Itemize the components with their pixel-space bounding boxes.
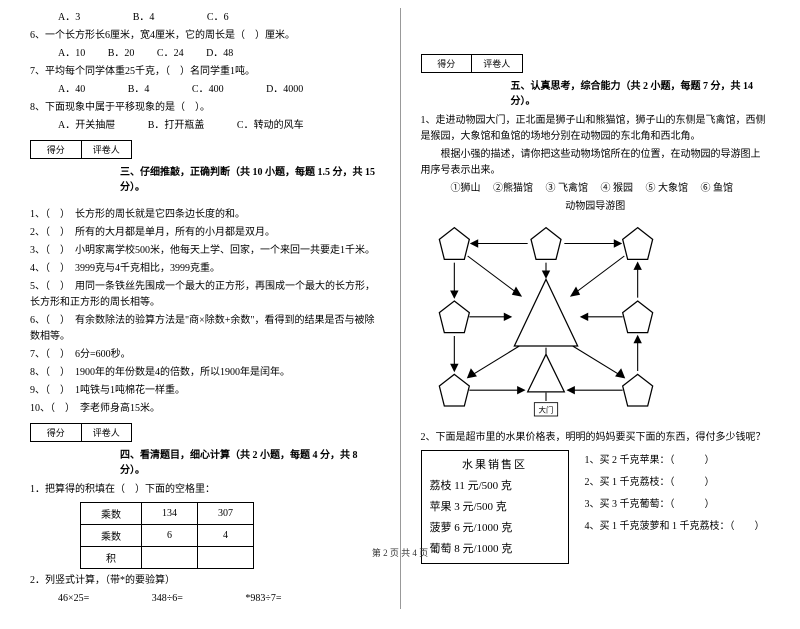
cell: 乘数 — [81, 525, 142, 547]
legend-item: ①狮山 — [451, 183, 481, 194]
legend-item: ③ 飞禽馆 — [546, 183, 589, 194]
q5-options: A．3 B．4 C．6 — [30, 10, 380, 26]
section-4-title: 四、看清题目，细心计算（共 2 小题，每题 4 分，共 8 分）。 — [30, 446, 380, 476]
cell: 乘数 — [81, 503, 142, 525]
expr: 348÷6= — [152, 593, 183, 604]
opt: C．6 — [207, 12, 229, 23]
expr: 46×25= — [58, 593, 89, 604]
calc-q2-row: 46×25= 348÷6= *983÷7= — [30, 591, 380, 607]
legend-item: ⑥ 鱼馆 — [701, 183, 734, 194]
gate-label: 大门 — [538, 405, 553, 415]
calc-q2: 2．列竖式计算，（带*的要验算） — [30, 573, 380, 589]
cell: 4 — [198, 525, 254, 547]
cell: 134 — [142, 503, 198, 525]
p1a: 1、走进动物园大门，正北面是狮子山和熊猫馆，狮子山的东侧是飞禽馆，西侧是猴园，大… — [421, 113, 771, 145]
judge-item: 7、（ ） 6分=600秒。 — [30, 347, 380, 363]
zoo-map-diagram: 大门 — [421, 221, 671, 421]
score-box-3: 得分 评卷人 — [30, 140, 132, 159]
page-container: A．3 B．4 C．6 6、一个长方形长6厘米，宽4厘米，它的周长是（ ）厘米。… — [0, 0, 800, 629]
fruit-item: 荔枝 11 元/500 克 — [430, 476, 560, 497]
score-box-4: 得分 评卷人 — [30, 423, 132, 442]
cell: 307 — [198, 503, 254, 525]
diagram-title: 动物园导游图 — [421, 199, 771, 215]
opt: C．24 — [157, 48, 184, 59]
opt: C．400 — [192, 84, 224, 95]
score-label: 得分 — [422, 55, 473, 72]
fq-item: 2、买 1 千克荔枝：（ ） — [585, 472, 765, 494]
legend-row: ①狮山 ②熊猫馆 ③ 飞禽馆 ④ 猴园 ⑤ 大象馆 ⑥ 鱼馆 — [421, 181, 771, 197]
p2: 2、下面是超市里的水果价格表，明明的妈妈要买下面的东西，得付多少钱呢？ — [421, 430, 771, 446]
fruit-title: 水果销售区 — [430, 455, 560, 476]
opt: A．开关抽屉 — [58, 120, 115, 131]
section-5-title: 五、认真思考，综合能力（共 2 小题，每题 7 分，共 14 分）。 — [421, 77, 771, 107]
legend-item: ⑤ 大象馆 — [646, 183, 689, 194]
opt: B．20 — [108, 48, 135, 59]
score-box-5: 得分 评卷人 — [421, 54, 523, 73]
judge-item: 1、（ ） 长方形的周长就是它四条边长度的和。 — [30, 207, 380, 223]
q7-options: A．40 B．4 C．400 D．4000 — [30, 82, 380, 98]
q8: 8、下面现象中属于平移现象的是（ ）。 — [30, 100, 380, 116]
cell: 6 — [142, 525, 198, 547]
q6-options: A．10 B．20 C．24 D．48 — [30, 46, 380, 62]
grader-label: 评卷人 — [82, 141, 132, 158]
opt: D．48 — [206, 48, 233, 59]
opt: B．4 — [128, 84, 150, 95]
q7: 7、平均每个同学体重25千克，（ ）名同学重1吨。 — [30, 64, 380, 80]
judge-item: 4、（ ） 3999克与4千克相比，3999克重。 — [30, 261, 380, 277]
section-3-title: 三、仔细推敲，正确判断（共 10 小题，每题 1.5 分，共 15 分）。 — [30, 163, 380, 193]
judge-item: 6、（ ） 有余数除法的验算方法是"商×除数+余数"，看得到的结果是否与被除数相… — [30, 313, 380, 345]
column-divider — [400, 8, 401, 609]
judge-item: 10、（ ） 李老师身高15米。 — [30, 401, 380, 417]
calc-q1: 1．把算得的积填在（ ）下面的空格里： — [30, 482, 380, 498]
opt: A．10 — [58, 48, 85, 59]
judge-item: 3、（ ） 小明家离学校500米，他每天上学、回家，一个来回一共要走1千米。 — [30, 243, 380, 259]
opt: A．3 — [58, 12, 80, 23]
score-label: 得分 — [31, 424, 82, 441]
opt: B．4 — [133, 12, 155, 23]
opt: D．4000 — [266, 84, 303, 95]
p1b: 根据小强的描述，请你把这些动物场馆所在的位置，在动物园的导游图上用序号表示出来。 — [421, 147, 771, 179]
legend-item: ②熊猫馆 — [493, 183, 533, 194]
legend-item: ④ 猴园 — [601, 183, 634, 194]
score-label: 得分 — [31, 141, 82, 158]
q8-options: A．开关抽屉 B．打开瓶盖 C．转动的风车 — [30, 118, 380, 134]
q6: 6、一个长方形长6厘米，宽4厘米，它的周长是（ ）厘米。 — [30, 28, 380, 44]
fruit-item: 菠萝 6 元/1000 克 — [430, 518, 560, 539]
judge-item: 8、（ ） 1900年的年份数是4的倍数，所以1900年是闰年。 — [30, 365, 380, 381]
table-row: 乘数 6 4 — [81, 525, 254, 547]
judge-item: 9、（ ） 1吨铁与1吨棉花一样重。 — [30, 383, 380, 399]
table-row: 乘数 134 307 — [81, 503, 254, 525]
fq-item: 1、买 2 千克苹果：（ ） — [585, 450, 765, 472]
judge-item: 5、（ ） 用同一条铁丝先围成一个最大的正方形，再围成一个最大的长方形，长方形和… — [30, 279, 380, 311]
opt: A．40 — [58, 84, 85, 95]
page-footer: 第 2 页 共 4 页 — [0, 546, 800, 559]
opt: B．打开瓶盖 — [148, 120, 205, 131]
opt: C．转动的风车 — [237, 120, 304, 131]
expr: *983÷7= — [245, 593, 281, 604]
grader-label: 评卷人 — [82, 424, 132, 441]
fq-item: 3、买 3 千克葡萄：（ ） — [585, 494, 765, 516]
fq-item: 4、买 1 千克菠萝和 1 千克荔枝：（ ） — [585, 516, 765, 538]
left-column: A．3 B．4 C．6 6、一个长方形长6厘米，宽4厘米，它的周长是（ ）厘米。… — [30, 8, 380, 609]
right-column: 得分 评卷人 五、认真思考，综合能力（共 2 小题，每题 7 分，共 14 分）… — [421, 8, 771, 609]
fruit-item: 苹果 3 元/500 克 — [430, 497, 560, 518]
judge-item: 2、（ ） 所有的大月都是单月，所有的小月都是双月。 — [30, 225, 380, 241]
grader-label: 评卷人 — [472, 55, 522, 72]
